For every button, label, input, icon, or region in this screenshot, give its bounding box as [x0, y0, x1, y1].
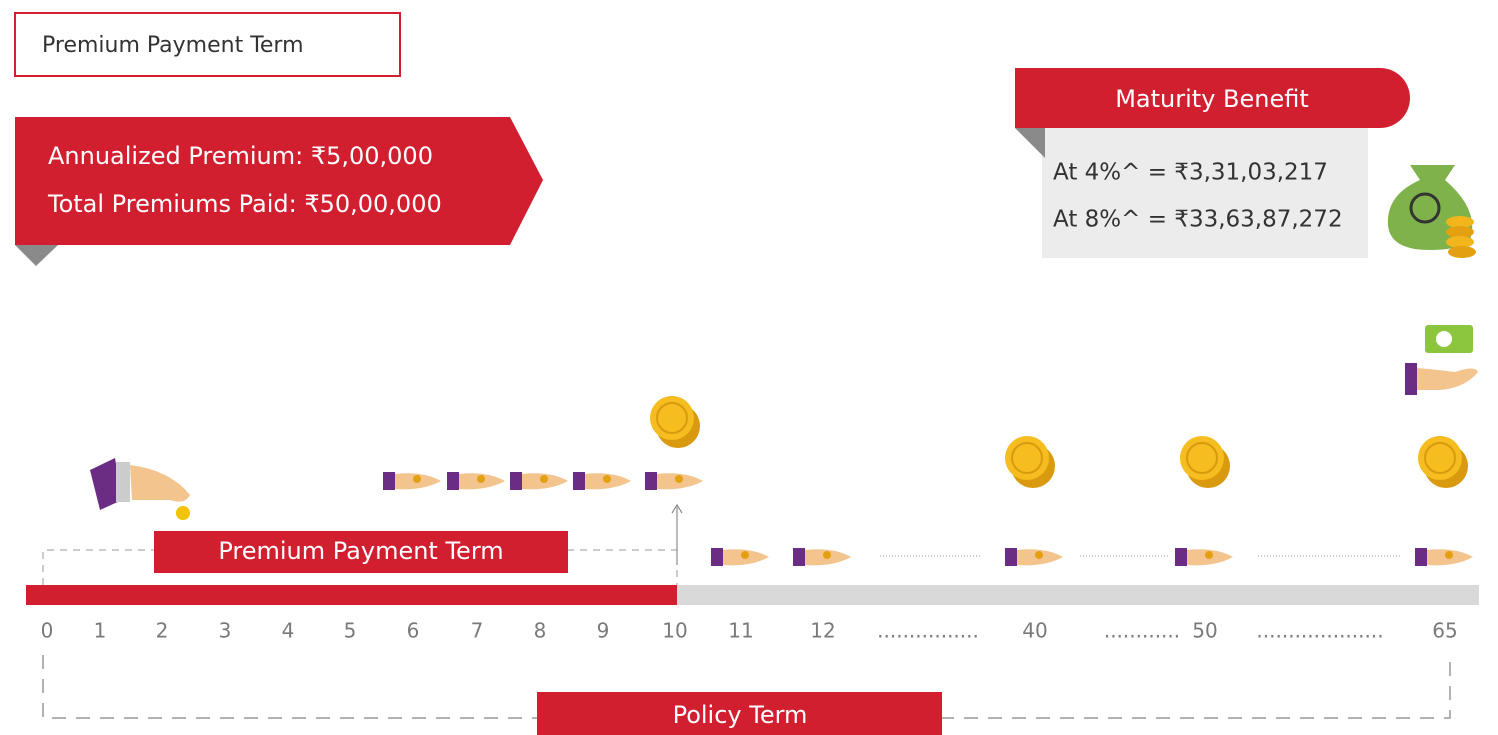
timeline-label: 40 — [1022, 619, 1047, 643]
sleeve — [711, 548, 723, 566]
coin-icon — [1005, 436, 1055, 488]
hand-icon — [793, 548, 851, 566]
timeline-label: 8 — [534, 619, 547, 643]
coin — [603, 475, 611, 483]
hand-icon — [711, 548, 769, 566]
sleeve — [793, 548, 805, 566]
hand-icon — [1005, 548, 1063, 566]
infographic: Premium Payment Term Annualized Premium:… — [0, 0, 1498, 735]
timeline-label: 3 — [219, 619, 232, 643]
policy-bar — [677, 585, 1479, 605]
sleeve — [510, 472, 522, 490]
policy-term-label: Policy Term — [673, 701, 808, 729]
sleeve — [1175, 548, 1187, 566]
timeline-label: 6 — [407, 619, 420, 643]
hand-icon — [383, 472, 441, 490]
coin — [1445, 551, 1453, 559]
coin-icon — [1418, 436, 1468, 488]
sleeve — [447, 472, 459, 490]
coin — [540, 475, 548, 483]
maturity-line: At 4%^ = ₹3,31,03,217 — [1053, 160, 1328, 186]
coin — [1205, 551, 1213, 559]
sleeve — [1415, 548, 1427, 566]
sleeve — [645, 472, 657, 490]
total-premiums: Total Premiums Paid: ₹50,00,000 — [47, 190, 442, 218]
coin-icon — [1180, 436, 1230, 488]
timeline-label: 4 — [282, 619, 295, 643]
timeline-label: 5 — [344, 619, 357, 643]
coin — [741, 551, 749, 559]
timeline-label: 0 — [41, 619, 54, 643]
timeline-label: ................ — [877, 619, 979, 643]
timeline-label: 7 — [471, 619, 484, 643]
banner-fold — [15, 245, 58, 266]
hand-icon — [1175, 548, 1233, 566]
cash-hand-icon — [1405, 325, 1478, 395]
money-bag-icon — [1388, 165, 1476, 258]
maturity-line: At 8%^ = ₹33,63,87,272 — [1053, 207, 1343, 233]
coin — [413, 475, 421, 483]
hand-icon — [573, 472, 631, 490]
maturity-fold — [1015, 128, 1045, 158]
maturity-box — [1042, 128, 1368, 258]
timeline-label: 11 — [728, 619, 753, 643]
coin — [675, 475, 683, 483]
maturity-title: Maturity Benefit — [1115, 85, 1309, 113]
coin — [1035, 551, 1043, 559]
timeline-label: 12 — [810, 619, 835, 643]
hand-icon — [447, 472, 505, 490]
coin — [823, 551, 831, 559]
timeline-label: ............ — [1104, 619, 1180, 643]
sleeve — [1005, 548, 1017, 566]
coin-icon — [650, 396, 700, 448]
premium-bar — [26, 585, 677, 605]
hand-icon — [510, 472, 568, 490]
hand-icon — [645, 472, 703, 490]
sleeve — [573, 472, 585, 490]
timeline-label: .................... — [1256, 619, 1383, 643]
timeline-label: 10 — [662, 619, 687, 643]
hand-icon — [1415, 548, 1473, 566]
timeline-label: 9 — [597, 619, 610, 643]
annualized-premium: Annualized Premium: ₹5,00,000 — [48, 142, 433, 170]
premium-banner — [15, 117, 543, 245]
timeline-label: 65 — [1432, 619, 1457, 643]
payer-hand-icon — [90, 458, 190, 520]
timeline-label: 2 — [156, 619, 169, 643]
premium-term-label: Premium Payment Term — [218, 537, 503, 565]
timeline-label: 1 — [94, 619, 107, 643]
sleeve — [383, 472, 395, 490]
timeline-label: 50 — [1192, 619, 1217, 643]
header-title: Premium Payment Term — [42, 33, 304, 58]
coin — [477, 475, 485, 483]
